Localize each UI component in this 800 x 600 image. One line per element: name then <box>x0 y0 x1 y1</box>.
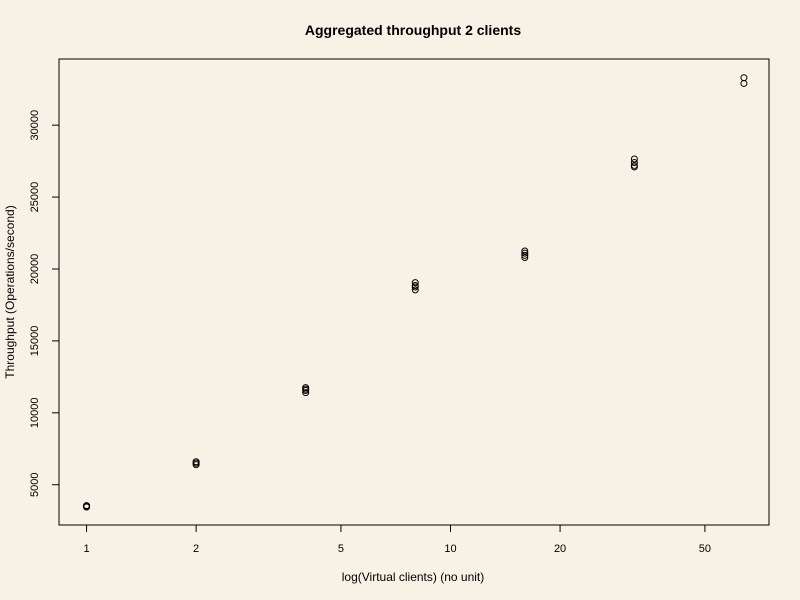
data-point <box>192 458 200 466</box>
x-tick-label: 10 <box>444 543 456 555</box>
x-tick-label: 2 <box>193 543 199 555</box>
data-point <box>521 251 529 259</box>
data-point <box>521 247 529 255</box>
y-tick-label: 10000 <box>29 398 41 429</box>
data-points <box>83 74 748 511</box>
data-point <box>83 502 91 510</box>
y-tick-label: 15000 <box>29 326 41 357</box>
y-axis-label: Throughput (Operations/second) <box>3 205 17 378</box>
data-point <box>630 159 638 167</box>
data-point <box>411 279 419 287</box>
x-tick-label: 50 <box>699 543 711 555</box>
y-axis: 5000 10000 15000 20000 25000 30000 <box>29 110 60 497</box>
data-point <box>302 384 310 392</box>
x-axis: 1 2 5 10 20 50 <box>83 524 711 555</box>
data-point <box>411 286 419 294</box>
x-tick-label: 5 <box>338 543 344 555</box>
data-point <box>740 74 748 82</box>
x-tick-label: 20 <box>554 543 566 555</box>
data-point <box>521 249 529 257</box>
x-tick-label: 1 <box>83 543 89 555</box>
x-axis-label: log(Virtual clients) (no unit) <box>342 570 485 584</box>
chart-title: Aggregated throughput 2 clients <box>305 22 521 38</box>
data-point <box>740 79 748 87</box>
data-point <box>411 282 419 290</box>
y-tick-label: 20000 <box>29 254 41 285</box>
y-tick-label: 25000 <box>29 182 41 213</box>
data-point <box>302 389 310 397</box>
y-tick-label: 5000 <box>29 472 41 496</box>
plot-frame <box>58 58 770 526</box>
y-tick-label: 30000 <box>29 110 41 141</box>
data-point <box>630 155 638 163</box>
